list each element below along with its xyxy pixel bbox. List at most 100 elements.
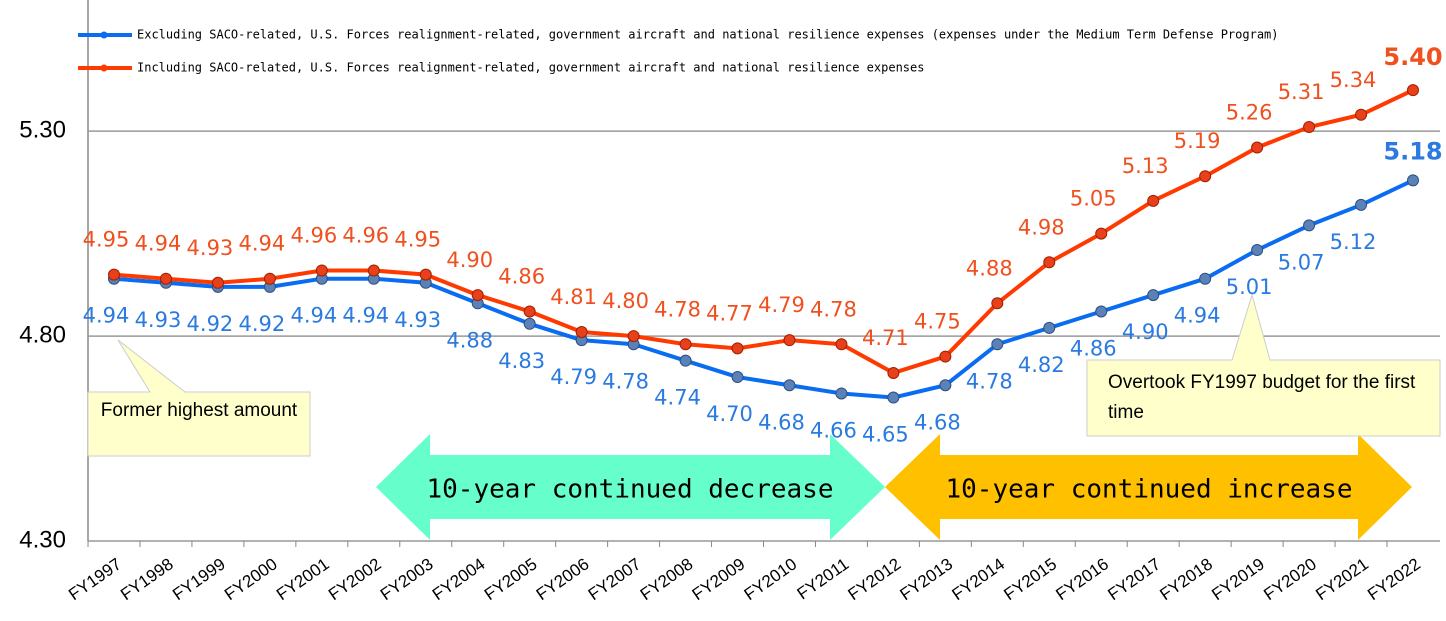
data-label: 4.94 [83, 304, 130, 328]
point [523, 305, 536, 318]
point [1407, 174, 1419, 187]
point [1355, 108, 1368, 121]
data-label: 4.70 [706, 402, 753, 426]
callout-text: Overtook FY1997 budget for the first tim… [1108, 372, 1416, 423]
data-label: 4.86 [498, 264, 545, 288]
point [1251, 141, 1264, 154]
data-label: 4.79 [550, 365, 597, 389]
point [1199, 272, 1212, 285]
x-tick-label: FY2008 [637, 554, 697, 604]
point [1147, 194, 1160, 207]
point [731, 342, 744, 355]
point [263, 272, 276, 285]
data-label: 4.92 [238, 312, 285, 336]
data-label: 4.66 [810, 418, 857, 442]
data-label: 4.78 [810, 297, 857, 321]
point [731, 371, 744, 384]
data-label: 4.98 [1018, 215, 1065, 239]
x-tick-label: FY2010 [741, 554, 801, 604]
data-label: 4.78 [602, 369, 649, 393]
series-line [113, 88, 1414, 375]
data-label: 4.94 [1174, 304, 1221, 328]
data-label: 4.92 [187, 312, 234, 336]
data-label: 5.05 [1070, 187, 1117, 211]
point [835, 338, 848, 351]
data-label: 4.93 [394, 308, 441, 332]
decrease-label: 10-year continued decrease [427, 475, 834, 505]
data-label: 4.68 [758, 410, 805, 434]
point [471, 289, 484, 302]
x-tick-label: FY2014 [949, 554, 1009, 604]
data-label: 4.65 [862, 423, 909, 447]
point [367, 264, 380, 277]
legend-label: Including SACO-related, U.S. Forces real… [137, 61, 924, 75]
series-line [113, 178, 1414, 400]
data-label: 4.82 [1018, 353, 1065, 377]
x-tick-label: FY2015 [1000, 554, 1060, 604]
point [783, 334, 796, 347]
point [679, 354, 692, 367]
data-label: 4.93 [187, 236, 234, 260]
x-tick-label: FY2007 [585, 554, 645, 604]
data-label: 4.88 [446, 328, 493, 352]
x-tick-label: FY2000 [221, 554, 281, 604]
point [419, 268, 432, 281]
x-tick-label: FY2022 [1364, 554, 1424, 604]
y-tick-label: 4.80 [19, 321, 66, 348]
data-label: 4.83 [498, 349, 545, 373]
x-tick-label: FY1999 [169, 554, 229, 604]
data-label: 4.79 [758, 293, 805, 317]
x-tick-label: FY2013 [897, 554, 957, 604]
point [108, 268, 120, 281]
data-label: 4.96 [342, 224, 389, 248]
point [523, 317, 536, 330]
point [991, 338, 1004, 351]
data-label: 4.78 [966, 369, 1013, 393]
x-tick-label: FY2019 [1208, 554, 1268, 604]
point [887, 391, 900, 404]
data-label: 4.95 [394, 228, 441, 252]
point [1095, 305, 1108, 318]
callout-box [1086, 293, 1441, 437]
data-label: 4.90 [446, 248, 493, 272]
point [1147, 289, 1160, 302]
increase-arrow [885, 434, 1412, 540]
point [1199, 170, 1212, 183]
x-tick-label: FY2016 [1052, 554, 1112, 604]
point [835, 387, 848, 400]
data-label: 5.18 [1383, 137, 1442, 165]
x-tick-label: FY2017 [1104, 554, 1164, 604]
point [211, 276, 224, 289]
legend-marker [100, 64, 108, 72]
callout-box [87, 339, 311, 457]
callout-text: Former highest amount [101, 400, 298, 421]
y-tick-label: 5.30 [19, 116, 66, 143]
legend-label: Excluding SACO-related, U.S. Forces real… [137, 28, 1279, 42]
x-tick-label: FY2018 [1156, 554, 1216, 604]
callout-text: Former highest amount [101, 400, 298, 421]
x-tick-label: FY2001 [273, 554, 333, 604]
x-tick-label: FY2011 [794, 554, 853, 603]
x-tick-label: FY2009 [689, 554, 749, 604]
data-label: 5.12 [1330, 230, 1377, 254]
data-label: 5.31 [1278, 80, 1325, 104]
data-label: 4.78 [654, 297, 701, 321]
point [627, 330, 640, 343]
data-label: 5.26 [1226, 101, 1273, 125]
data-label: 4.95 [83, 228, 130, 252]
data-label: 4.94 [135, 232, 182, 256]
data-label: 4.81 [550, 285, 597, 309]
point [1355, 198, 1368, 211]
x-tick-label: FY2002 [325, 554, 385, 604]
point [1043, 256, 1056, 269]
point [679, 338, 692, 351]
data-label: 5.13 [1122, 154, 1169, 178]
callout: Overtook FY1997 budget for the first tim… [1108, 372, 1416, 423]
data-label: 4.93 [135, 308, 182, 332]
data-label: 4.90 [1122, 320, 1169, 344]
point [575, 325, 588, 338]
x-tick-label: FY2004 [429, 554, 489, 604]
x-tick-label: FY1997 [65, 554, 125, 604]
x-tick-label: FY2005 [481, 554, 541, 604]
